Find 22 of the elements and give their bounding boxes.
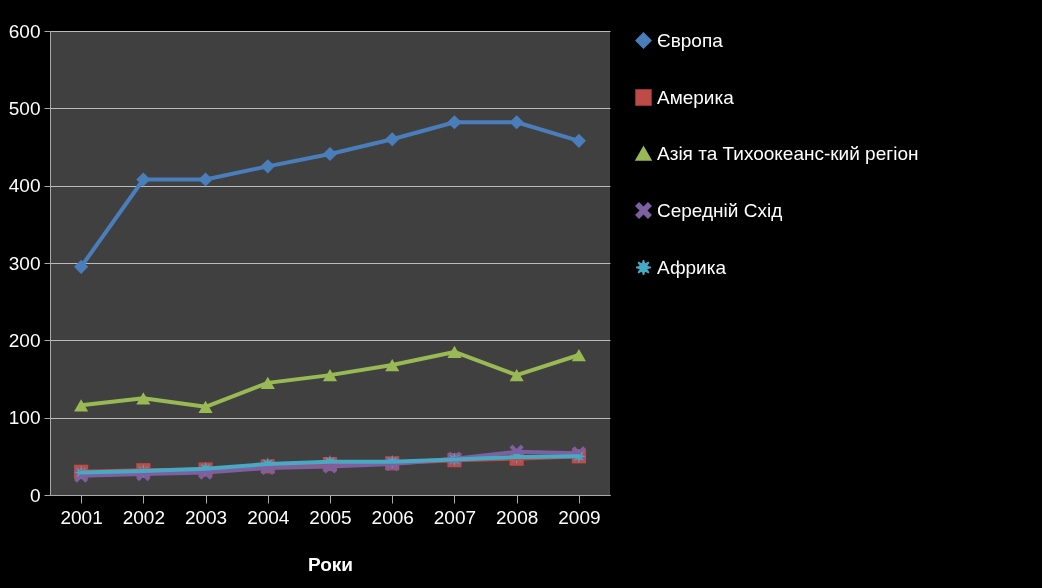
x-tick-label: 2007 [433,506,477,528]
y-tick-label: 400 [8,175,41,197]
legend-label: Африка [657,256,727,278]
x-tick-label: 2009 [558,506,601,528]
legend-label: Середній Схід [657,199,783,221]
x-tick-label: 2002 [122,506,165,528]
y-tick-label: 200 [8,329,41,351]
y-tick-label: 300 [8,252,41,274]
y-tick-label: 500 [8,97,41,119]
x-tick-label: 2001 [60,506,103,528]
y-tick-label: 100 [8,407,41,429]
x-axis-title: Роки [308,553,353,575]
y-tick-label: 600 [8,20,41,42]
y-tick-label: 0 [29,484,41,506]
legend-label: Америка [657,86,735,108]
legend-label: Європа [657,29,724,51]
legend-label: Азія та Тихоокеанс-кий регіон [657,142,919,164]
x-tick-label: 2004 [247,506,290,528]
x-tick-label: 2003 [184,506,228,528]
x-tick-label: 2006 [371,506,414,528]
x-tick-label: 2005 [309,506,352,528]
x-tick-label: 2008 [496,506,539,528]
